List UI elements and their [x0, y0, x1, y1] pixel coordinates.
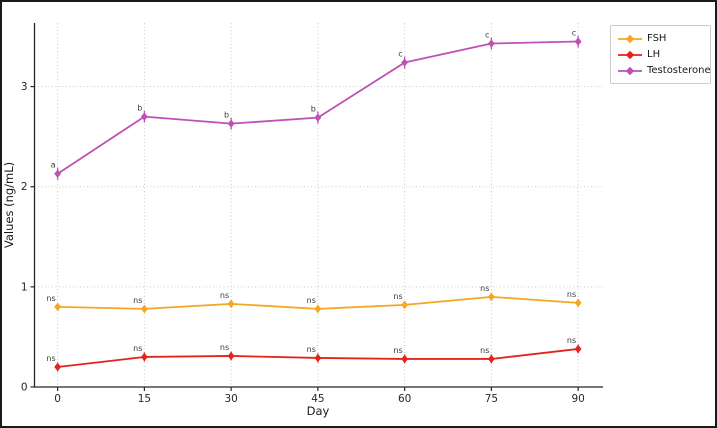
data-point-marker	[314, 304, 322, 314]
significance-annotation: ns	[393, 292, 402, 301]
x-tick-label: 30	[224, 393, 237, 405]
x-tick-label: 0	[54, 393, 61, 405]
x-tick-label: 15	[138, 393, 151, 405]
data-point-marker	[227, 299, 235, 309]
axes-group: 0 15 30 45 60 75 90 0 1 2 3	[21, 23, 603, 405]
data-point-marker	[574, 298, 582, 308]
significance-annotation: c	[398, 50, 402, 59]
significance-annotation: a	[51, 161, 56, 170]
x-tick-label: 90	[571, 393, 584, 405]
significance-annotation: ns	[133, 296, 142, 305]
x-tick-label: 75	[485, 393, 498, 405]
y-tick-label: 2	[21, 181, 28, 193]
data-point-marker	[227, 351, 235, 361]
legend-item-lh: LH	[617, 47, 704, 62]
data-point-marker	[140, 304, 148, 314]
legend-marker-icon	[618, 50, 642, 59]
x-axis-label: Day	[307, 404, 330, 418]
y-axis-label: Values (ng/mL)	[2, 162, 16, 248]
data-point-marker	[574, 37, 582, 46]
data-point-marker	[314, 353, 322, 363]
legend-marker-icon	[618, 34, 642, 43]
data-point-marker	[314, 113, 322, 122]
x-tick-label: 60	[398, 393, 411, 405]
significance-annotation: ns	[480, 346, 489, 355]
y-tick-label: 1	[21, 281, 28, 293]
significance-annotation: b	[311, 105, 316, 114]
series-lh: ns ns ns ns ns ns ns	[46, 336, 582, 372]
significance-annotation: c	[572, 29, 576, 38]
gridlines-group	[34, 23, 603, 387]
series-testosterone: a b b b c c c	[51, 29, 582, 180]
legend-item-testosterone: Testosterone	[617, 63, 711, 78]
data-point-marker	[401, 58, 409, 67]
significance-annotation: ns	[567, 336, 576, 345]
significance-annotation: ns	[307, 345, 316, 354]
significance-annotation: ns	[567, 290, 576, 299]
legend-label: Testosterone	[647, 65, 711, 76]
legend-label: LH	[647, 49, 661, 60]
data-point-marker	[140, 112, 148, 121]
data-point-marker	[140, 352, 148, 362]
y-tick-label: 0	[21, 382, 28, 394]
data-point-marker	[54, 302, 62, 312]
legend-item-fsh: FSH	[617, 31, 704, 46]
significance-annotation: ns	[393, 346, 402, 355]
y-tick-label: 3	[21, 81, 28, 93]
legend-marker-icon	[618, 66, 642, 75]
significance-annotation: ns	[220, 343, 229, 352]
significance-annotation: b	[137, 104, 142, 113]
data-point-marker	[227, 119, 235, 128]
significance-annotation: b	[224, 111, 229, 120]
legend: FSH LH Testosterone	[610, 25, 711, 84]
data-point-marker	[487, 354, 495, 364]
data-point-marker	[54, 362, 62, 372]
data-point-marker	[487, 292, 495, 302]
significance-annotation: ns	[307, 296, 316, 305]
data-point-marker	[487, 39, 495, 48]
series-group: ns ns ns ns ns ns ns ns ns ns ns ns ns ns a b b b c c c	[46, 29, 582, 372]
data-point-marker	[54, 169, 62, 178]
legend-label: FSH	[647, 33, 667, 44]
data-point-marker	[574, 344, 582, 354]
significance-annotation: ns	[133, 344, 142, 353]
x-tick-label: 45	[311, 393, 324, 405]
data-point-marker	[401, 300, 409, 310]
data-point-marker	[401, 354, 409, 364]
series-fsh: ns ns ns ns ns ns ns	[46, 284, 582, 314]
significance-annotation: ns	[480, 284, 489, 293]
significance-annotation: ns	[220, 291, 229, 300]
significance-annotation: ns	[46, 294, 55, 303]
significance-annotation: c	[485, 31, 489, 40]
significance-annotation: ns	[46, 354, 55, 363]
